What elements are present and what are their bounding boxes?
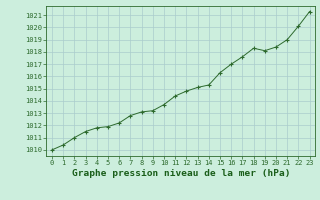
X-axis label: Graphe pression niveau de la mer (hPa): Graphe pression niveau de la mer (hPa) bbox=[72, 169, 290, 178]
